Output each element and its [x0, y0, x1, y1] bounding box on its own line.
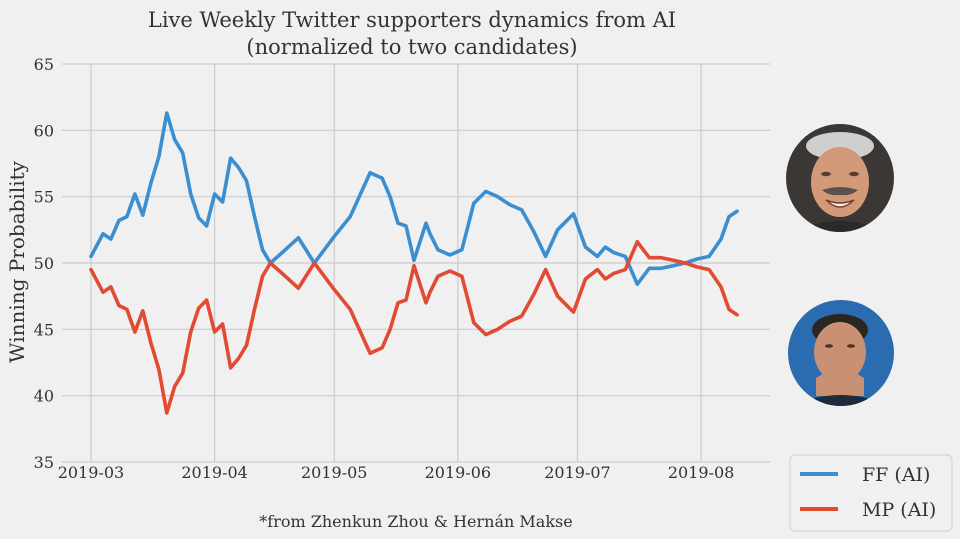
- x-tick-label: 2019-06: [425, 463, 491, 482]
- series-line-ff: [89, 111, 739, 287]
- x-tick-label: 2019-04: [181, 463, 247, 482]
- y-tick-label: 65: [34, 55, 54, 74]
- x-tick-label: 2019-05: [301, 463, 367, 482]
- x-tick-label: 2019-07: [544, 463, 610, 482]
- grid: [62, 63, 770, 463]
- y-tick-label: 40: [34, 387, 54, 406]
- credit-note: *from Zhenkun Zhou & Hernán Makse: [259, 512, 572, 531]
- chart-title: Live Weekly Twitter supporters dynamics …: [148, 8, 676, 32]
- series-lines: [89, 111, 739, 415]
- legend-label: MP (AI): [862, 499, 936, 521]
- legend-label: FF (AI): [862, 464, 930, 486]
- y-ticks: 35 40 45 50 55 60 65: [34, 55, 54, 472]
- series-line-mp: [89, 240, 739, 415]
- y-tick-label: 50: [34, 254, 54, 273]
- chart-subtitle: (normalized to two candidates): [246, 35, 577, 59]
- candidate-ff-portrait-icon: [786, 124, 894, 232]
- y-tick-label: 45: [34, 320, 54, 339]
- y-tick-label: 55: [34, 188, 54, 207]
- y-tick-label: 60: [34, 121, 54, 140]
- x-tick-label: 2019-08: [668, 463, 734, 482]
- legend: FF (AI) MP (AI): [789, 454, 953, 532]
- y-tick-label: 35: [34, 453, 54, 472]
- y-axis-label: Winning Probability: [5, 160, 29, 363]
- candidate-mp-portrait-icon: [788, 300, 894, 406]
- x-ticks: 2019-03 2019-04 2019-05 2019-06 2019-07 2019-…: [58, 463, 735, 482]
- x-tick-label: 2019-03: [58, 463, 124, 482]
